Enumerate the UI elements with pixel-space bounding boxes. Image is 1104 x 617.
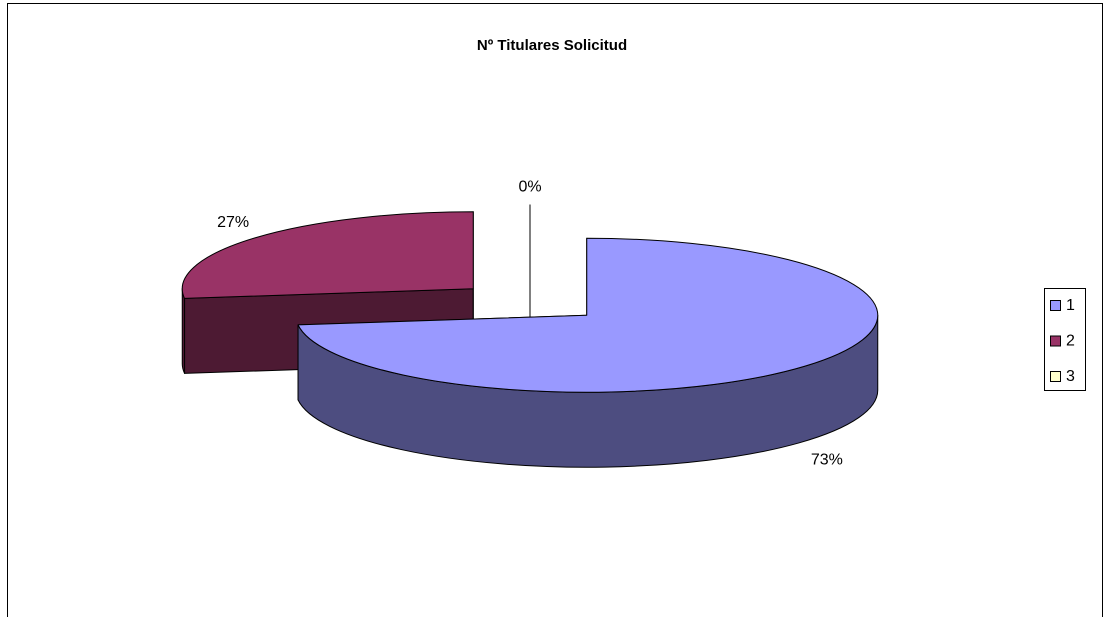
legend-swatch [1050,335,1061,347]
chart-title: Nº Titulares Solicitud [477,37,627,54]
data-label: 73% [811,451,843,468]
legend-label: 1 [1066,297,1075,314]
slice [181,211,474,299]
legend-swatch [1050,371,1061,382]
legend-label: 3 [1066,368,1075,385]
chart-frame [7,3,1103,617]
data-label: 27% [217,214,249,231]
data-label: 0% [518,178,541,195]
legend-label: 2 [1066,333,1075,350]
slice [297,237,879,393]
legend-swatch [1050,300,1061,311]
slice-wall [181,288,186,374]
